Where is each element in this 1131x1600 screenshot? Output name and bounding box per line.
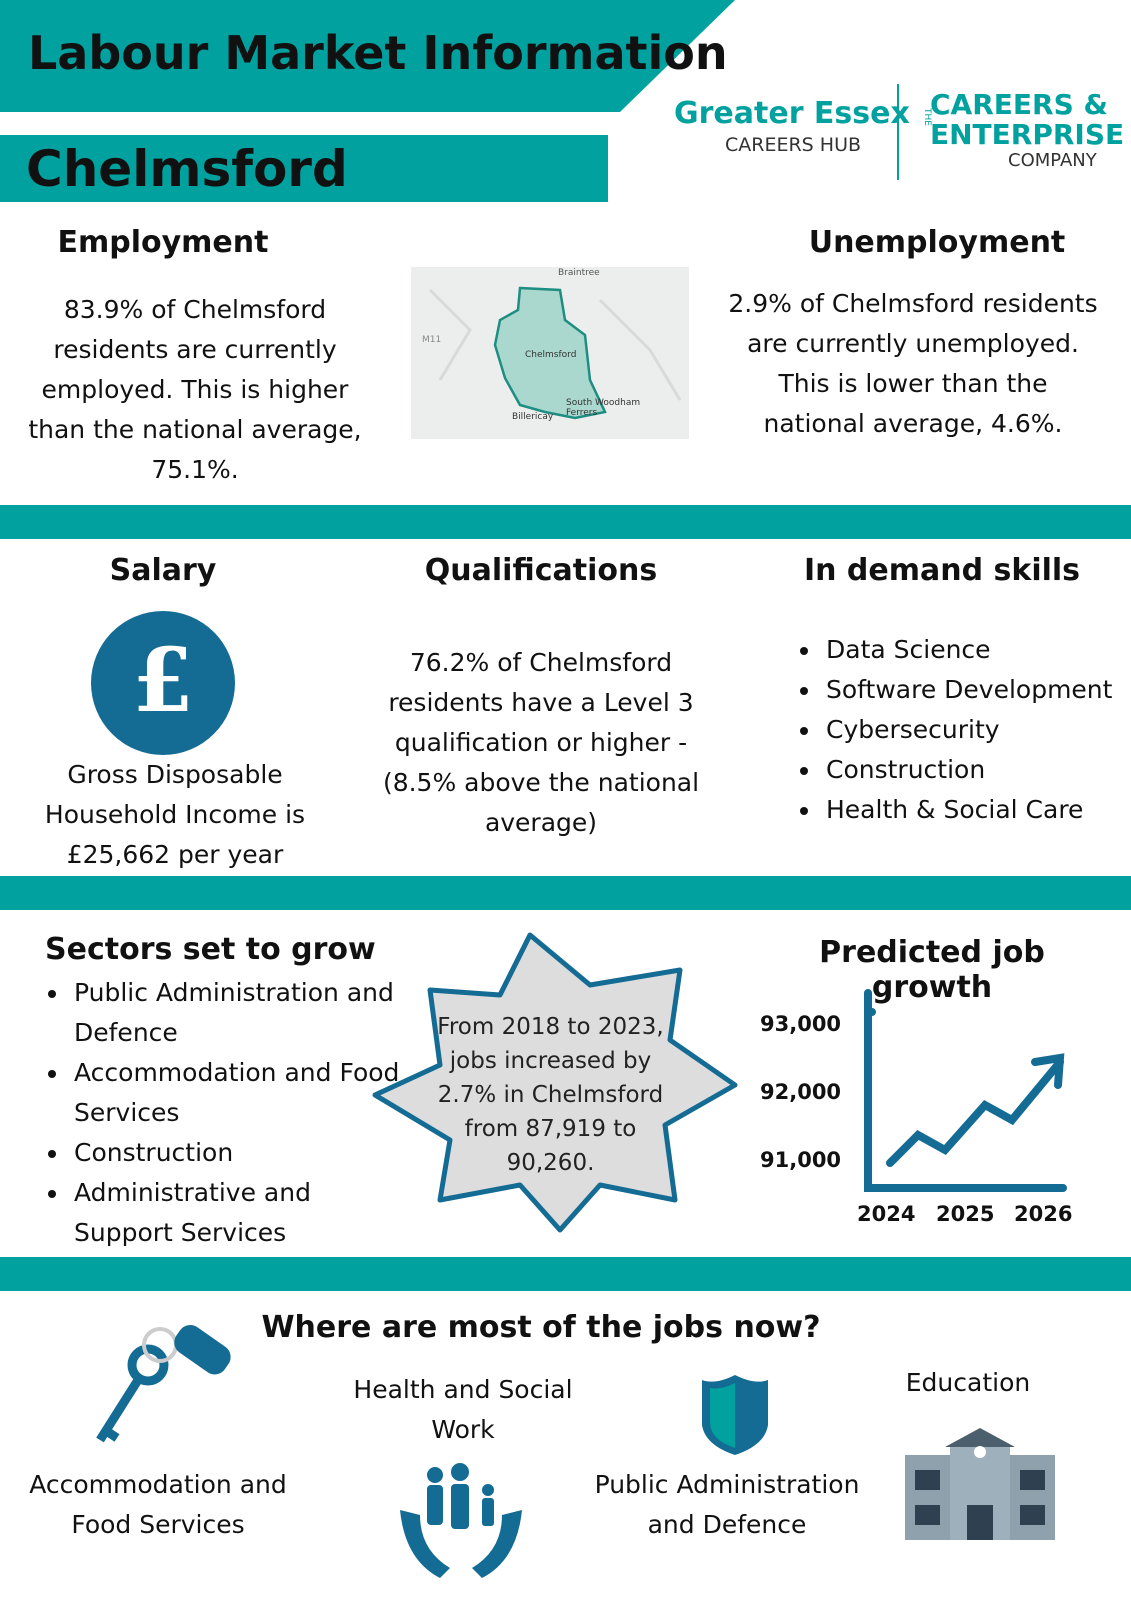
text: Gross Disposable Household Income is £25… bbox=[44, 760, 306, 869]
map-label: Braintree bbox=[558, 268, 600, 278]
map-label: Billericay bbox=[512, 412, 554, 422]
heading: Where are most of the jobs now? bbox=[261, 1310, 821, 1345]
heading: Predicted job growth bbox=[819, 935, 1045, 1005]
axis-label: 2026 bbox=[1014, 1202, 1073, 1226]
axis-label: 2024 bbox=[857, 1202, 916, 1226]
heading: Sectors set to grow bbox=[45, 932, 376, 967]
heading: Employment bbox=[57, 225, 269, 260]
burst bbox=[372, 932, 738, 1233]
list-item: Cybersecurity bbox=[822, 710, 1131, 750]
cec-line: CAREERS & bbox=[930, 88, 1108, 121]
map-label: South Woodham Ferrers bbox=[566, 398, 641, 418]
axis-label: 91,000 bbox=[760, 1148, 842, 1172]
map-label: M11 bbox=[422, 335, 442, 345]
list-item: Data Science bbox=[822, 630, 1131, 670]
cec-line: ENTERPRISE bbox=[930, 118, 1125, 151]
title: Labour Market Information bbox=[28, 26, 728, 80]
axis-label: 2025 bbox=[936, 1202, 995, 1226]
growth-icon bbox=[864, 989, 1067, 1192]
sectors-list: Public Administration and Defence Accomm… bbox=[38, 973, 410, 1253]
divider-band bbox=[0, 505, 1131, 539]
cec-line: COMPANY bbox=[1008, 150, 1097, 171]
divider-band bbox=[0, 876, 1131, 910]
divider-band bbox=[0, 1257, 1131, 1291]
title-band bbox=[0, 0, 735, 112]
key-icon bbox=[96, 1325, 231, 1443]
list-item: Health & Social Care bbox=[822, 790, 1131, 830]
heading: Qualifications bbox=[424, 553, 658, 588]
location-band bbox=[0, 135, 608, 202]
map-label: Chelmsford bbox=[525, 350, 577, 360]
list-item: Construction bbox=[70, 1133, 410, 1173]
axis-label: 92,000 bbox=[760, 1080, 842, 1104]
burst-text: From 2018 to 2023, jobs increased by 2.7… bbox=[437, 1014, 664, 1176]
shield-icon bbox=[702, 1375, 768, 1455]
text: 2.9% of Chelmsford residents are current… bbox=[728, 289, 1098, 438]
list-item: Construction bbox=[822, 750, 1131, 790]
job-label: Public Administration and Defence bbox=[594, 1470, 860, 1539]
family-icon bbox=[400, 1463, 522, 1578]
heading: In demand skills bbox=[803, 553, 1081, 588]
hub-name: Greater Essex bbox=[674, 96, 910, 131]
job-label: Health and Social Work bbox=[353, 1375, 573, 1444]
list-item: Public Administration and Defence bbox=[70, 973, 410, 1053]
list-item: Software Development bbox=[822, 670, 1131, 710]
job-label: Education bbox=[905, 1368, 1031, 1397]
school-icon bbox=[905, 1428, 1055, 1540]
list-item: Administrative and Support Services bbox=[70, 1173, 410, 1253]
list-item: Accommodation and Food Services bbox=[70, 1053, 410, 1133]
location: Chelmsford bbox=[26, 140, 348, 198]
heading: Unemployment bbox=[808, 225, 1066, 260]
axis-label: 93,000 bbox=[760, 1012, 842, 1036]
pound-symbol: £ bbox=[132, 628, 194, 732]
hub-sub: CAREERS HUB bbox=[725, 134, 862, 156]
text: 83.9% of Chelmsford residents are curren… bbox=[28, 295, 362, 484]
pound-icon bbox=[91, 611, 235, 755]
skills-list: Data Science Software Development Cybers… bbox=[790, 630, 1131, 830]
heading: Salary bbox=[109, 553, 217, 588]
job-label: Accommodation and Food Services bbox=[29, 1470, 287, 1539]
text: 76.2% of Chelmsford residents have a Lev… bbox=[382, 648, 700, 837]
map bbox=[411, 267, 689, 439]
